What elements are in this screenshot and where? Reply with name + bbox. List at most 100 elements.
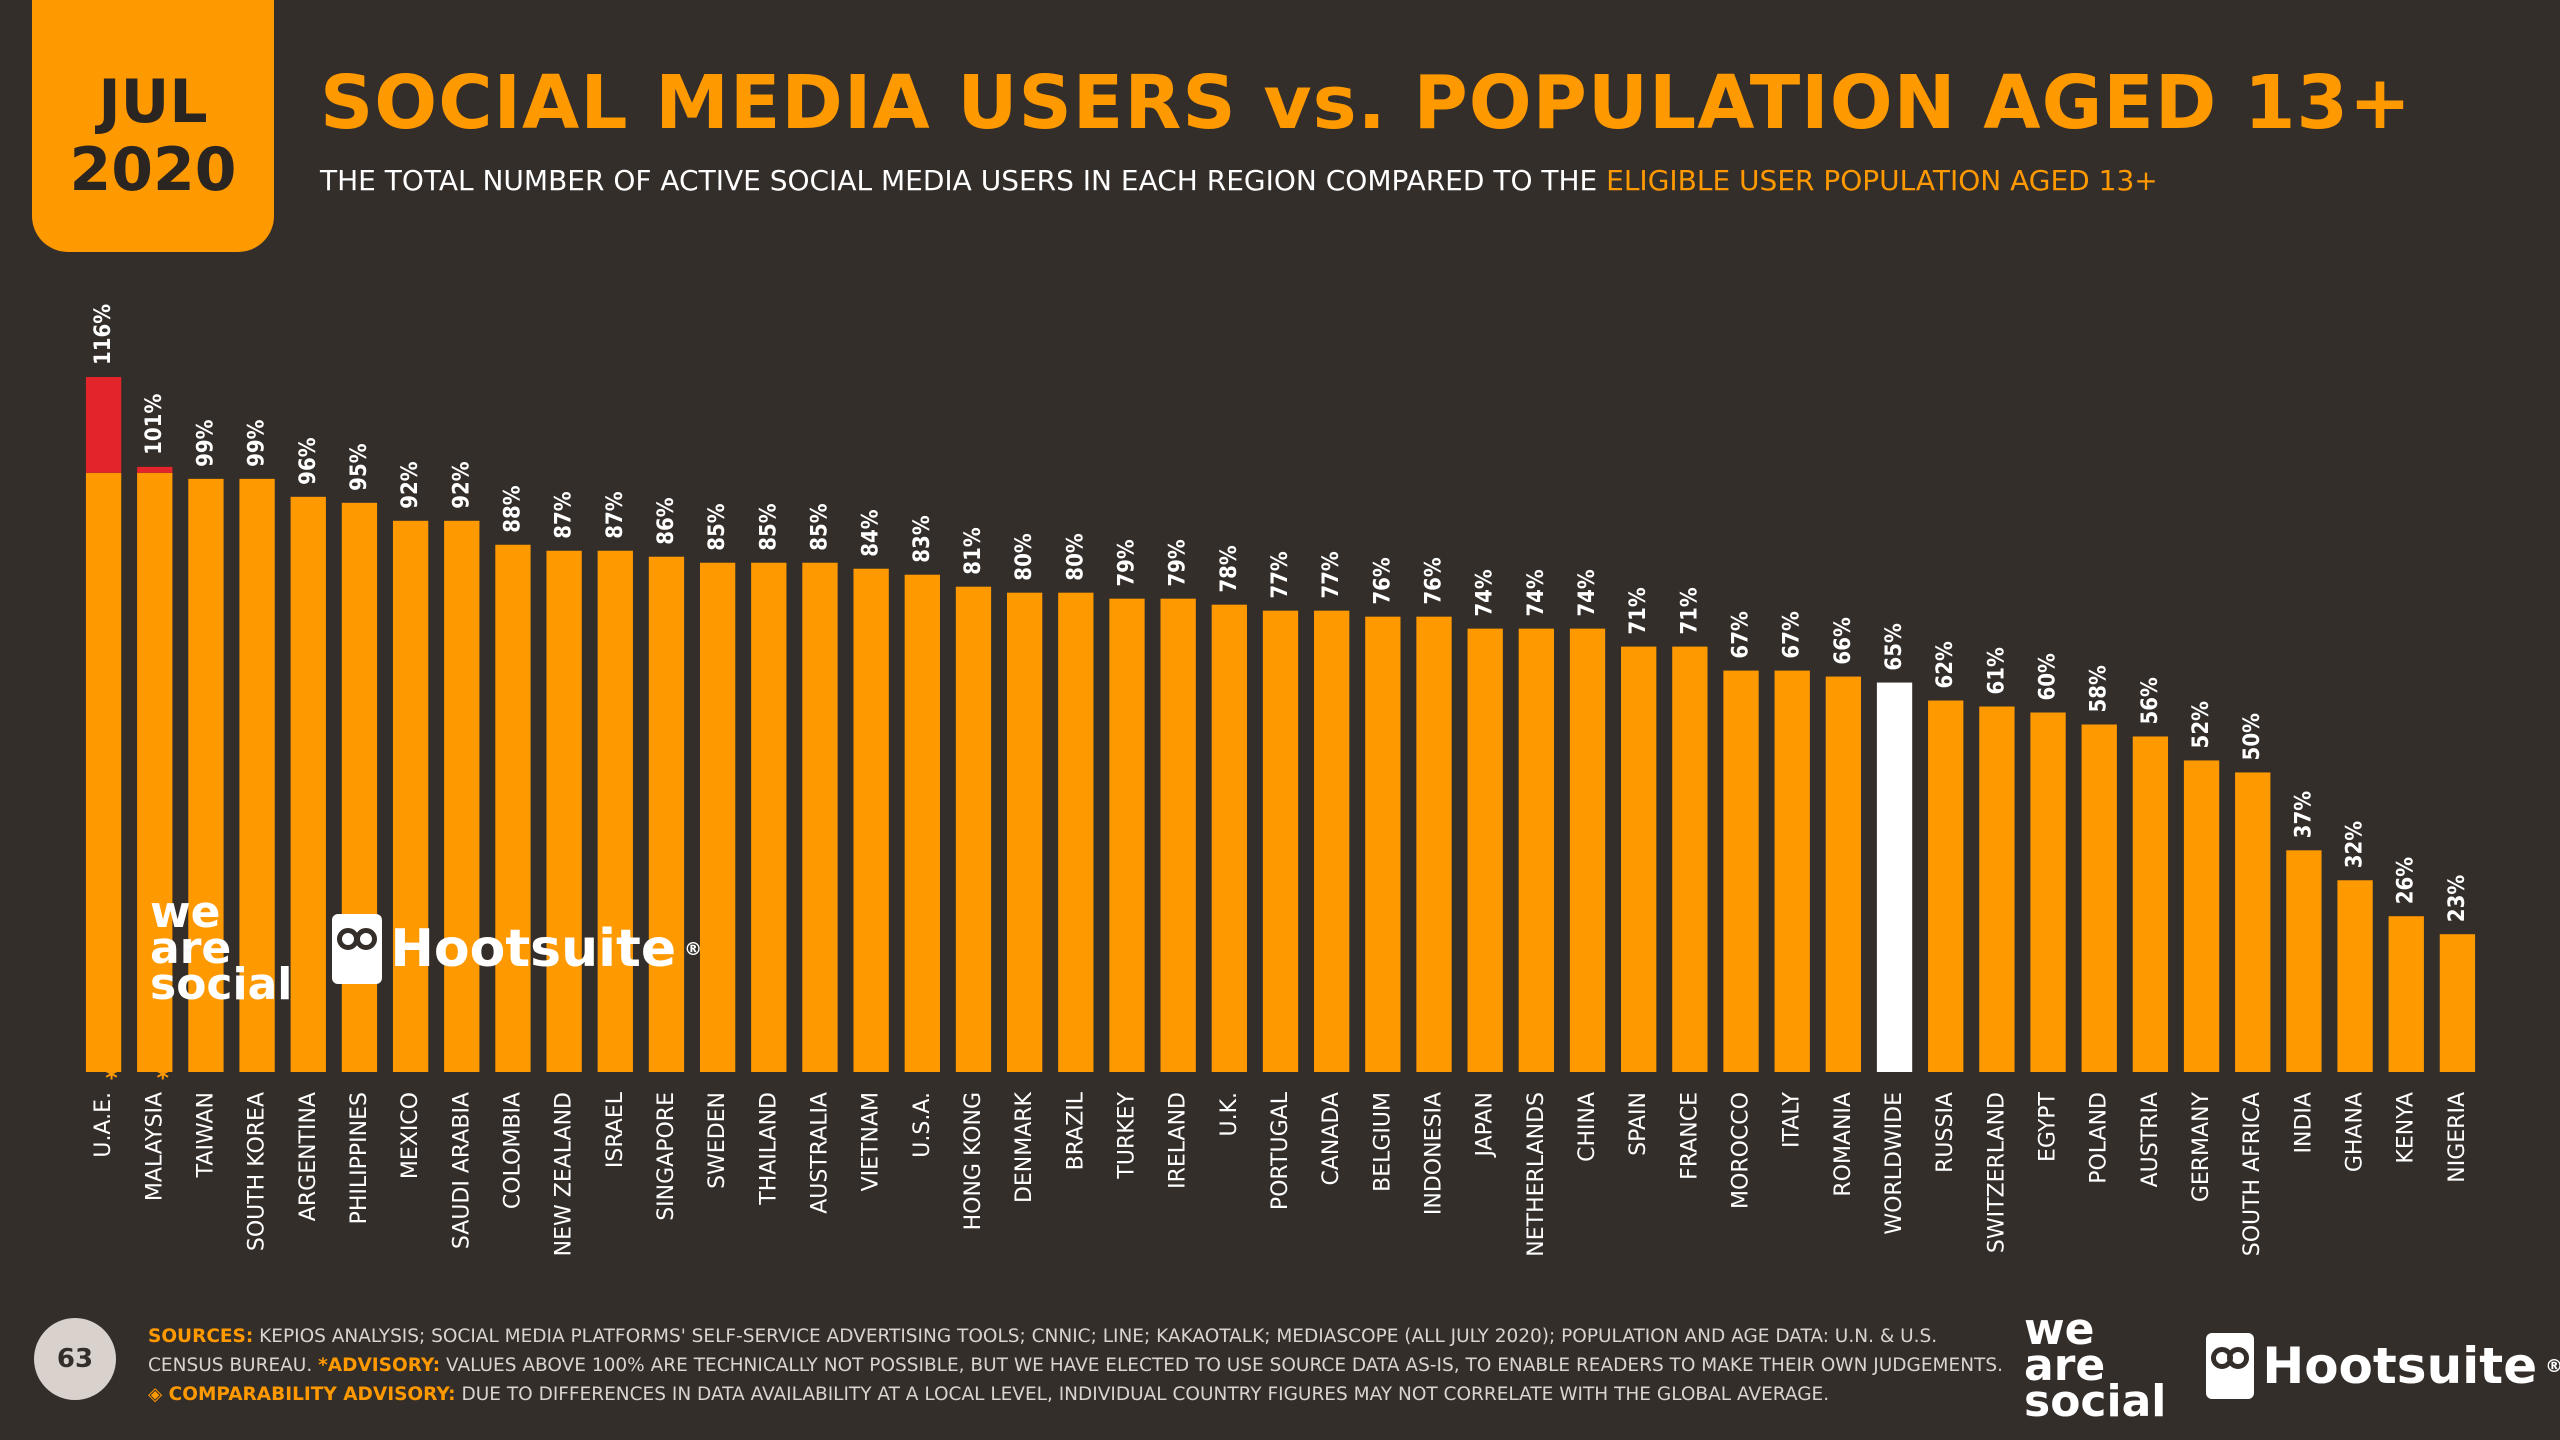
value-label: 56% xyxy=(2138,677,2163,725)
category-label: SOUTH AFRICA xyxy=(2240,1092,2265,1256)
value-label: 79% xyxy=(1114,539,1139,587)
bar-excess xyxy=(85,377,122,473)
category-label: ARGENTINA xyxy=(296,1092,321,1221)
bar xyxy=(85,472,122,1072)
owl-icon xyxy=(332,914,383,985)
category-label: MALAYSIA xyxy=(142,1092,167,1201)
category-label: NEW ZEALAND xyxy=(552,1092,577,1256)
footer-we-are-social-logo: we are social xyxy=(2024,1304,2167,1428)
category-label: HONG KONG xyxy=(961,1092,986,1230)
bar xyxy=(1365,616,1401,1072)
bar xyxy=(1928,700,1964,1072)
value-label: 76% xyxy=(1422,557,1447,605)
category-label: POLAND xyxy=(2087,1092,2112,1184)
asterisk-mark: * xyxy=(156,1064,169,1092)
value-label: 50% xyxy=(2240,713,2265,761)
category-label: AUSTRALIA xyxy=(807,1092,832,1214)
value-label: 74% xyxy=(1575,569,1600,617)
category-label: BELGIUM xyxy=(1370,1092,1395,1192)
bar xyxy=(751,562,787,1072)
footer-owl-icon xyxy=(2206,1333,2255,1400)
category-label: ITALY xyxy=(1780,1091,1805,1148)
value-label: 92% xyxy=(449,461,474,509)
category-label: RUSSIA xyxy=(1933,1092,1958,1173)
value-label: 77% xyxy=(1319,551,1344,599)
bar xyxy=(1160,598,1196,1072)
category-label: DENMARK xyxy=(1012,1091,1037,1203)
value-label: 88% xyxy=(500,485,525,533)
subtitle-highlight: ELIGIBLE USER POPULATION AGED 13+ xyxy=(1606,164,2158,197)
category-label: FRANCE xyxy=(1677,1092,1702,1180)
value-label: 87% xyxy=(552,491,577,539)
value-label: 95% xyxy=(347,443,372,491)
category-label: SAUDI ARABIA xyxy=(449,1092,474,1249)
category-label: GHANA xyxy=(2343,1092,2368,1172)
value-label: 66% xyxy=(1831,617,1856,665)
category-label: KENYA xyxy=(2394,1092,2419,1164)
bar xyxy=(597,550,633,1072)
value-label: 74% xyxy=(1524,569,1549,617)
category-label: SOUTH KOREA xyxy=(245,1092,270,1251)
subtitle-main: THE TOTAL NUMBER OF ACTIVE SOCIAL MEDIA … xyxy=(320,164,1607,197)
page-title: SOCIAL MEDIA USERS vs. POPULATION AGED 1… xyxy=(320,60,2413,146)
category-label: TURKEY xyxy=(1114,1091,1139,1179)
value-label: 96% xyxy=(296,437,321,485)
bar-chart: 116%U.A.E.*101%MALAYSIA*99%TAIWAN99%SOUT… xyxy=(85,304,2476,1257)
category-label: TAIWAN xyxy=(193,1092,218,1178)
value-label: 81% xyxy=(961,527,986,575)
value-label: 87% xyxy=(603,491,628,539)
value-label: 71% xyxy=(1626,587,1651,635)
value-label: 62% xyxy=(1933,641,1958,689)
page-number: 63 xyxy=(34,1318,116,1400)
we-are-social-logo: we are social xyxy=(150,887,293,1011)
category-label: NETHERLANDS xyxy=(1524,1092,1549,1257)
value-label: 65% xyxy=(1882,623,1907,671)
bar xyxy=(853,568,889,1072)
bar xyxy=(290,496,326,1072)
footer-hootsuite-logo: Hootsuite ® xyxy=(2206,1333,2560,1400)
category-label: VIETNAM xyxy=(859,1092,884,1191)
value-label: 71% xyxy=(1677,587,1702,635)
value-label: 23% xyxy=(2445,875,2470,923)
bar xyxy=(1211,604,1247,1072)
category-label: U.S.A. xyxy=(910,1092,935,1158)
bar xyxy=(1979,706,2015,1072)
bar xyxy=(1109,598,1145,1072)
bar xyxy=(2337,880,2373,1072)
bar xyxy=(1672,646,1708,1072)
category-label: EGYPT xyxy=(2036,1091,2061,1162)
value-label: 78% xyxy=(1217,545,1242,593)
bar xyxy=(2235,772,2271,1072)
bar xyxy=(239,478,275,1072)
category-label: NIGERIA xyxy=(2445,1092,2470,1183)
category-label: U.K. xyxy=(1217,1092,1242,1137)
category-label: ISRAEL xyxy=(603,1091,628,1168)
bar xyxy=(392,520,429,1072)
bar xyxy=(2286,850,2322,1072)
value-label: 26% xyxy=(2394,857,2419,905)
value-label: 92% xyxy=(398,461,423,509)
bar xyxy=(699,562,736,1072)
bar xyxy=(2183,760,2220,1072)
category-label: THAILAND xyxy=(756,1092,781,1206)
value-label: 60% xyxy=(2036,653,2061,701)
value-label: 79% xyxy=(1166,539,1191,587)
bar xyxy=(2030,712,2066,1072)
value-label: 99% xyxy=(245,419,270,467)
bar xyxy=(1262,610,1299,1072)
bar xyxy=(1825,676,1862,1072)
category-label: IRELAND xyxy=(1166,1092,1191,1189)
chart-watermark-logos: we are social Hootsuite ® xyxy=(150,887,702,1011)
value-label: 74% xyxy=(1473,569,1498,617)
bar xyxy=(1723,670,1759,1072)
category-label: JAPAN xyxy=(1473,1092,1498,1159)
value-label: 52% xyxy=(2189,701,2214,749)
category-label: AUSTRIA xyxy=(2138,1092,2163,1187)
category-label: MOROCCO xyxy=(1729,1092,1754,1209)
value-label: 85% xyxy=(756,503,781,551)
value-label: 76% xyxy=(1370,557,1395,605)
bar xyxy=(1058,592,1094,1072)
category-label: PORTUGAL xyxy=(1268,1091,1293,1210)
category-label: COLOMBIA xyxy=(500,1092,525,1209)
value-label: 84% xyxy=(859,509,884,557)
